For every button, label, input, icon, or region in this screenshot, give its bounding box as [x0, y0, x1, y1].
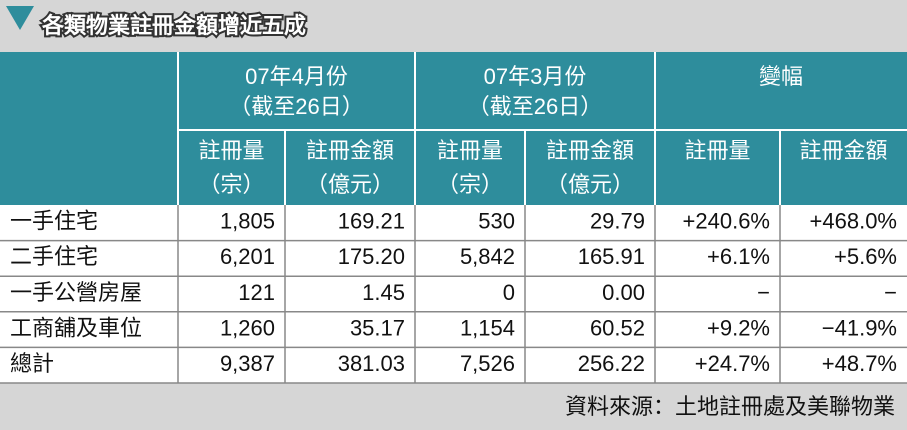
cell: 121 — [238, 280, 275, 305]
column-name: 註冊金額 — [546, 138, 634, 163]
column-unit: （宗） — [198, 172, 264, 197]
column-unit: （億元） — [546, 172, 634, 197]
group-label: 07年3月份 — [484, 64, 587, 89]
group-sub: （截至26日） — [229, 94, 363, 119]
cell: 0.00 — [602, 280, 645, 305]
column-name: 註冊金額 — [306, 138, 394, 163]
cell: 7,526 — [460, 351, 515, 376]
cell: −41.9% — [822, 315, 897, 340]
cell: 530 — [478, 209, 515, 234]
cell: 165.91 — [578, 244, 645, 269]
cell: 1.45 — [362, 280, 405, 305]
column-name: 註冊量 — [684, 138, 750, 163]
cell: +6.1% — [707, 244, 770, 269]
row-label: 總計 — [10, 351, 54, 376]
cell: 381.03 — [338, 351, 405, 376]
column-name: 註冊金額 — [799, 138, 887, 163]
title-marker — [6, 6, 34, 30]
cell: +240.6% — [683, 209, 770, 234]
cell: 35.17 — [350, 315, 405, 340]
cell: 6,201 — [220, 244, 275, 269]
cell: 60.52 — [590, 315, 645, 340]
cell: +48.7% — [822, 351, 897, 376]
cell: +9.2% — [707, 315, 770, 340]
cell: 175.20 — [338, 244, 405, 269]
title-band — [0, 0, 907, 52]
title: 各類物業註冊金額增近五成 — [41, 13, 306, 38]
cell: − — [884, 280, 897, 305]
column-name: 註冊量 — [198, 138, 264, 163]
group-label: 變幅 — [759, 64, 803, 89]
cell: 1,260 — [220, 315, 275, 340]
row-label: 二手住宅 — [10, 244, 98, 269]
group-label: 07年4月份 — [245, 64, 348, 89]
cell: 9,387 — [220, 351, 275, 376]
cell: − — [757, 280, 770, 305]
cell: 0 — [503, 280, 515, 305]
cell: +5.6% — [834, 244, 897, 269]
header-band — [0, 52, 907, 205]
cell: 1,154 — [460, 315, 515, 340]
cell: 256.22 — [578, 351, 645, 376]
row-label: 一手公營房屋 — [10, 280, 142, 305]
source: 資料來源：土地註冊處及美聯物業 — [565, 394, 895, 419]
cell: 5,842 — [460, 244, 515, 269]
column-name: 註冊量 — [437, 138, 503, 163]
cell: +24.7% — [695, 351, 770, 376]
cell: 1,805 — [220, 209, 275, 234]
cell: 169.21 — [338, 209, 405, 234]
footer-band — [0, 383, 907, 430]
table-body — [0, 205, 907, 383]
row-label: 工商舖及車位 — [10, 315, 142, 340]
cell: 29.79 — [590, 209, 645, 234]
cell: +468.0% — [810, 209, 897, 234]
group-sub: （截至26日） — [468, 94, 602, 119]
column-unit: （宗） — [437, 172, 503, 197]
column-unit: （億元） — [306, 172, 394, 197]
row-label: 一手住宅 — [10, 209, 98, 234]
